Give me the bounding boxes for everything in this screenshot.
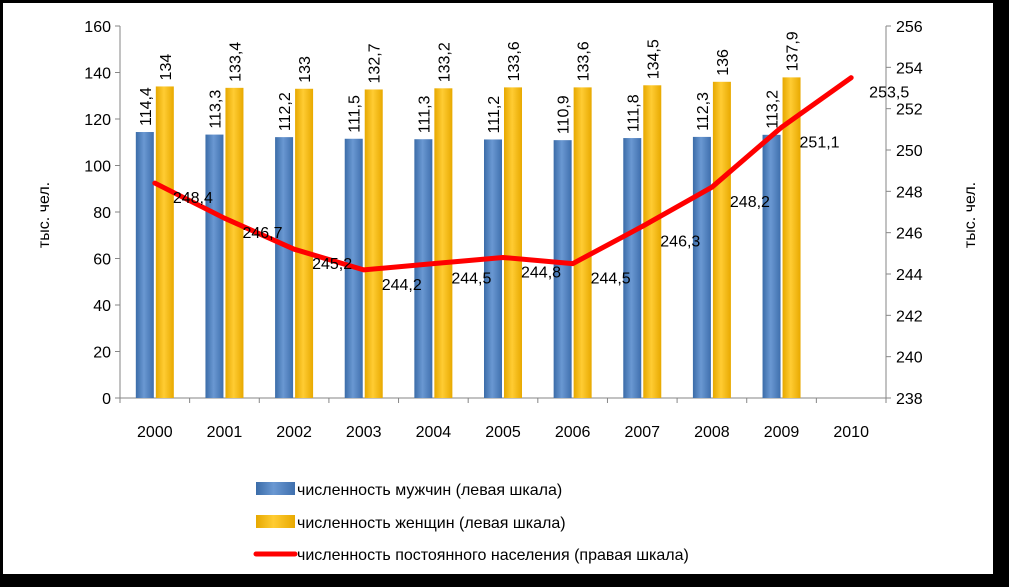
bar-women [504,87,522,398]
bar-men [414,139,433,399]
bar-men [484,139,502,398]
data-label-men: 112,3 [695,92,712,131]
left-tick-label: 120 [84,112,111,129]
bar-men [135,132,154,398]
data-label-men: 114,4 [138,87,155,126]
right-axis-title: тыс. чел. [962,182,979,248]
data-label-women: 133,4 [227,42,244,82]
data-label-men: 111,3 [416,95,433,133]
left-tick-label: 60 [93,252,111,269]
legend-swatch-women [256,515,295,528]
left-tick-label: 0 [102,391,111,408]
right-tick-label: 250 [896,143,923,160]
bar-men [275,137,294,398]
data-label-population: 253,5 [869,85,909,102]
right-tick-label: 238 [896,391,923,408]
right-tick-label: 246 [896,226,923,243]
data-label-women: 133 [297,56,314,83]
left-tick-label: 80 [93,205,111,222]
right-tick-label: 240 [896,350,923,367]
bar-women [782,77,801,398]
line-layer [152,75,854,273]
bar-women [712,81,731,399]
data-label-population: 248,2 [730,194,770,211]
left-tick-label: 160 [84,19,111,36]
data-label-women: 134 [158,54,175,81]
bars-layer [135,77,801,399]
data-label-women: 136 [715,49,732,76]
bar-women [573,87,592,398]
x-tick-label: 2010 [833,424,869,441]
data-label-population: 244,8 [521,264,561,281]
x-tick-label: 2001 [207,424,243,441]
legend-swatch-men [256,482,295,495]
data-label-women: 133,2 [436,42,453,82]
left-tick-label: 40 [93,298,111,315]
legend-label-women: численность женщин (левая шкала) [297,515,566,532]
x-tick-label: 2003 [346,424,382,441]
data-label-women: 133,6 [506,41,523,81]
bar-women [364,89,383,398]
x-tick-label: 2008 [694,424,730,441]
x-tick-label: 2000 [137,424,173,441]
left-tick-label: 20 [93,345,111,362]
x-tick-label: 2002 [276,424,312,441]
axes-layer: 0 20 40 60 80 100 120 140 160 238 240 242 244 246 248 2… [36,19,979,441]
data-label-men: 110,9 [556,95,573,134]
chart-svg: 0 20 40 60 80 100 120 140 160 238 240 242 244 246 248 2… [36,19,979,564]
left-axis-title: тыс. чел. [36,182,53,248]
left-tick-label: 100 [84,159,111,176]
data-label-men: 112,2 [277,92,294,131]
right-tick-label: 248 [896,184,923,201]
data-label-men: 113,3 [207,90,224,129]
data-label-population: 248,4 [173,190,213,207]
x-tick-label: 2004 [416,424,452,441]
legend-label-men: численность мужчин (левая шкала) [297,482,562,499]
data-label-men: 113,2 [765,90,782,129]
x-tick-label: 2006 [555,424,591,441]
chart-area: 0 20 40 60 80 100 120 140 160 238 240 242 244 246 248 2… [3,3,993,574]
data-label-men: 111,8 [625,94,642,132]
bar-women [155,86,174,398]
bar-women [434,88,453,398]
legend: численность мужчин (левая шкала) численно… [253,482,689,564]
right-tick-label: 254 [896,60,923,77]
right-tick-label: 256 [896,19,923,36]
left-tick-label: 140 [84,66,111,83]
bar-men [553,140,572,398]
data-label-women: 137,9 [785,31,802,71]
bar-men [692,136,711,398]
data-label-women: 132,7 [367,43,384,83]
data-label-women: 134,5 [645,39,662,79]
population-line [152,75,854,273]
right-tick-label: 242 [896,308,923,325]
bar-women [643,85,662,398]
legend-label-population: численность постоянного населения (права… [297,547,689,564]
x-tick-label: 2009 [764,424,800,441]
bar-women [295,88,314,399]
data-label-population: 246,7 [242,225,282,242]
x-tick-label: 2007 [624,424,660,441]
data-label-population: 245,2 [312,256,352,273]
data-label-men: 111,5 [347,95,364,133]
bar-men [623,138,642,398]
bar-men [205,134,224,398]
right-tick-label: 252 [896,102,923,119]
data-label-population: 244,5 [591,271,631,288]
data-label-population: 244,5 [451,271,491,288]
bar-women [225,87,244,398]
data-label-population: 244,2 [382,277,422,294]
bar-men [762,134,781,398]
x-tick-label: 2005 [485,424,521,441]
data-label-men: 111,2 [486,96,503,134]
data-labels-layer: 114,4 113,3 112,2 111,5 111,3 111,2 110,9 111,8… [138,31,910,294]
data-label-women: 133,6 [576,41,593,81]
data-label-population: 246,3 [660,233,700,250]
data-label-population: 251,1 [800,134,840,151]
right-tick-label: 244 [896,267,923,284]
